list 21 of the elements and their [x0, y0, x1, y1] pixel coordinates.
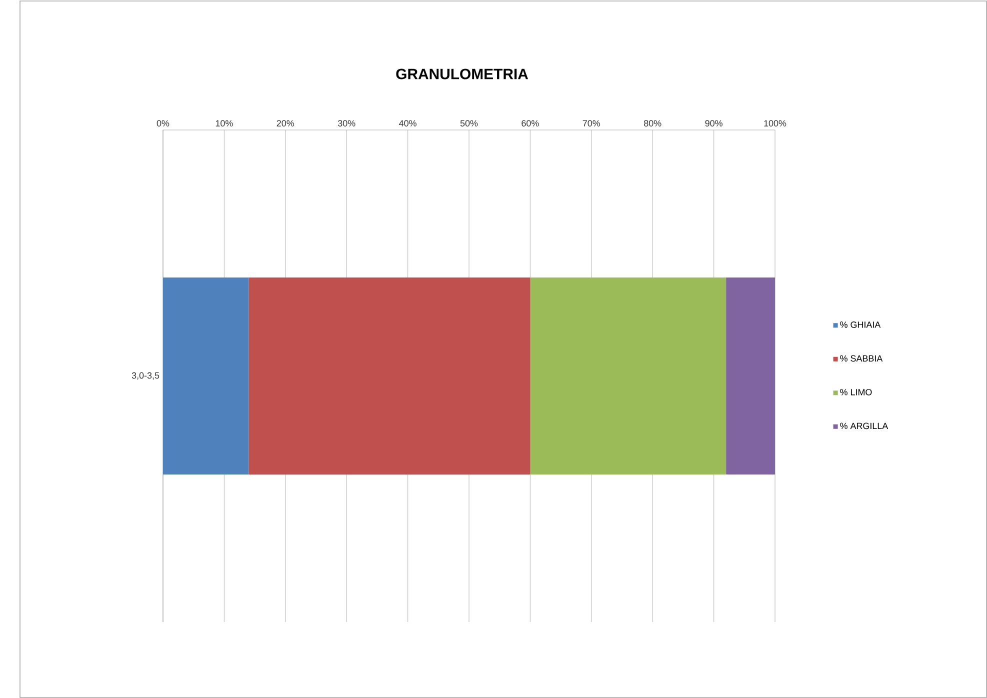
x-tick-label: 30% — [338, 120, 356, 126]
bar — [163, 277, 249, 474]
chart-title: GRANULOMETRIA — [396, 68, 528, 80]
x-tick-label: 60% — [522, 120, 539, 126]
x-tick-label: 20% — [276, 120, 294, 126]
x-tick-label: 0% — [156, 120, 170, 126]
x-tick-label: 70% — [582, 120, 600, 126]
bar — [248, 277, 530, 474]
x-tick-label: 90% — [705, 120, 722, 126]
legend-label: % LIMO — [840, 388, 872, 396]
x-tick-label: 10% — [216, 120, 233, 126]
y-tick-label: 3,0-3,5 — [132, 372, 160, 380]
x-tick-label: 80% — [644, 120, 662, 126]
x-tick-label: 40% — [399, 120, 416, 126]
legend-label: % SABBIA — [840, 355, 883, 362]
x-tick-label: 100% — [764, 120, 786, 126]
bar — [726, 277, 776, 474]
legend-label: % GHIAIA — [840, 322, 881, 328]
legend-label: % ARGILLA — [840, 422, 888, 430]
bar — [530, 277, 726, 474]
x-tick-label: 50% — [460, 120, 478, 126]
